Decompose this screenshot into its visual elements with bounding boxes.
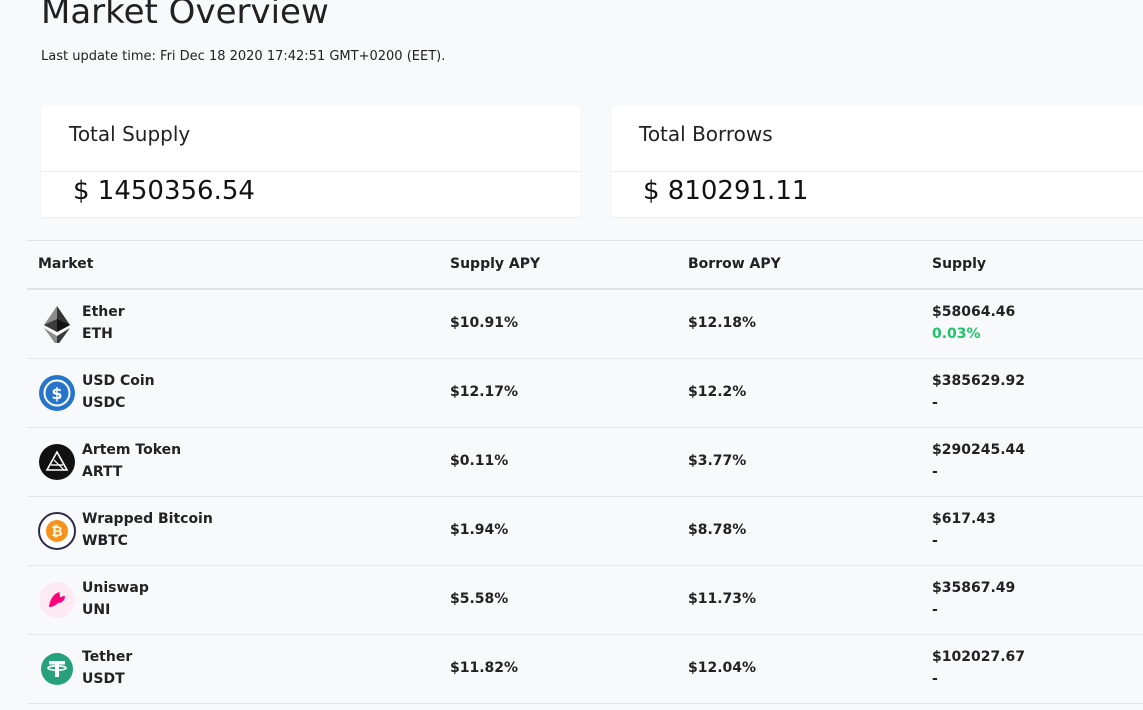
supply-amount: $102027.67 — [932, 649, 1025, 665]
supply-change: 0.03% — [932, 326, 981, 342]
markets-table: Market Supply APY Borrow APY Supply Ethe… — [27, 240, 1143, 704]
supply-apy: $10.91% — [450, 315, 519, 331]
svg-text:₿: ₿ — [51, 524, 62, 540]
total-supply-label: Total Supply — [41, 106, 581, 172]
total-borrows-label: Total Borrows — [611, 106, 1143, 172]
coin-name: Ether — [82, 304, 125, 320]
table-row[interactable]: Uniswap UNI $5.58% $11.73% $35867.49 - — [27, 566, 1143, 635]
wbtc-icon: ₿ — [38, 512, 76, 550]
coin-symbol: UNI — [82, 602, 111, 618]
supply-amount: $385629.92 — [932, 373, 1025, 389]
table-row[interactable]: Tether USDT $11.82% $12.04% $102027.67 - — [27, 635, 1143, 704]
supply-change: - — [932, 671, 938, 687]
borrow-apy: $12.04% — [688, 660, 757, 676]
total-supply-value: $ 1450356.54 — [73, 176, 255, 206]
supply-apy: $1.94% — [450, 522, 509, 538]
ether-icon — [38, 305, 76, 346]
coin-symbol: USDT — [82, 671, 125, 687]
supply-change: - — [932, 395, 938, 411]
supply-change: - — [932, 533, 938, 549]
borrow-apy: $12.18% — [688, 315, 757, 331]
uniswap-icon — [38, 581, 76, 619]
supply-apy: $12.17% — [450, 384, 519, 400]
borrow-apy: $12.2% — [688, 384, 747, 400]
borrow-apy: $11.73% — [688, 591, 757, 607]
borrow-apy: $3.77% — [688, 453, 747, 469]
coin-name: Tether — [82, 649, 133, 665]
supply-amount: $617.43 — [932, 511, 996, 527]
page-title: Market Overview — [41, 0, 329, 32]
supply-apy: $11.82% — [450, 660, 519, 676]
borrow-apy: $8.78% — [688, 522, 747, 538]
table-row[interactable]: ₿ Wrapped Bitcoin WBTC $1.94% $8.78% $61… — [27, 497, 1143, 566]
coin-name: USD Coin — [82, 373, 155, 389]
artem-token-icon — [38, 443, 76, 481]
total-borrows-value: $ 810291.11 — [643, 176, 809, 206]
supply-amount: $58064.46 — [932, 304, 1016, 320]
column-supply[interactable]: Supply — [932, 256, 987, 272]
supply-change: - — [932, 464, 938, 480]
table-row[interactable]: Ether ETH $10.91% $12.18% $58064.46 0.03… — [27, 290, 1143, 359]
coin-symbol: USDC — [82, 395, 126, 411]
tether-icon — [38, 650, 76, 688]
coin-name: Artem Token — [82, 442, 182, 458]
total-supply-card: Total Supply $ 1450356.54 — [41, 106, 581, 217]
table-header: Market Supply APY Borrow APY Supply — [27, 241, 1143, 290]
column-borrow-apy[interactable]: Borrow APY — [688, 256, 781, 272]
table-row[interactable]: $ USD Coin USDC $12.17% $12.2% $385629.9… — [27, 359, 1143, 428]
coin-name: Uniswap — [82, 580, 149, 596]
svg-text:$: $ — [51, 384, 62, 403]
supply-apy: $0.11% — [450, 453, 509, 469]
column-market[interactable]: Market — [38, 256, 94, 272]
table-row[interactable]: Artem Token ARTT $0.11% $3.77% $290245.4… — [27, 428, 1143, 497]
column-supply-apy[interactable]: Supply APY — [450, 256, 541, 272]
coin-symbol: WBTC — [82, 533, 128, 549]
supply-amount: $290245.44 — [932, 442, 1025, 458]
supply-amount: $35867.49 — [932, 580, 1016, 596]
coin-name: Wrapped Bitcoin — [82, 511, 213, 527]
coin-symbol: ARTT — [82, 464, 123, 480]
usdc-icon: $ — [38, 374, 76, 412]
supply-change: - — [932, 602, 938, 618]
coin-symbol: ETH — [82, 326, 113, 342]
last-update-time: Last update time: Fri Dec 18 2020 17:42:… — [41, 49, 446, 64]
supply-apy: $5.58% — [450, 591, 509, 607]
total-borrows-card: Total Borrows $ 810291.11 — [611, 106, 1143, 217]
